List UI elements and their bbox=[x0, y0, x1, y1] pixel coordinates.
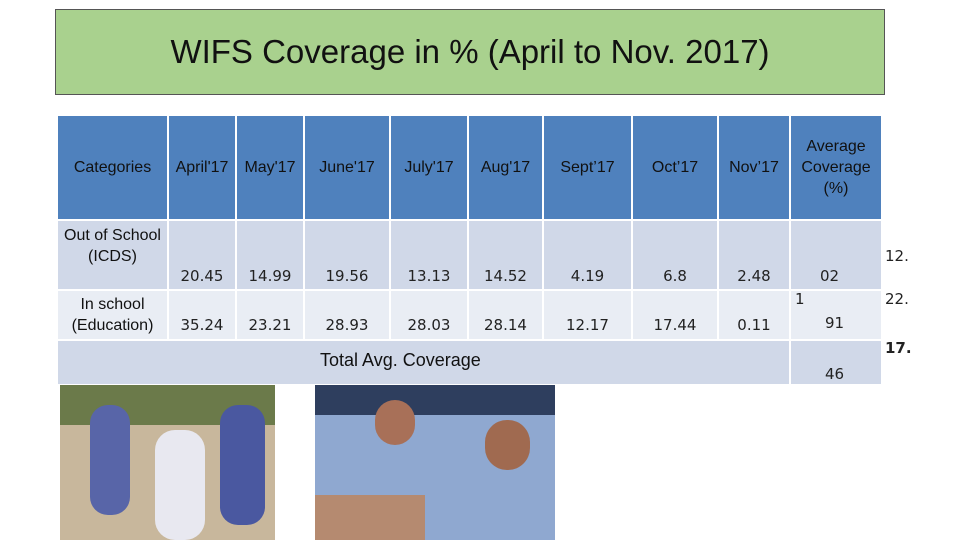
value-cell: 6.8 bbox=[632, 220, 718, 290]
value-cell: 35.24 bbox=[168, 290, 236, 340]
total-label: Total Avg. Coverage bbox=[320, 350, 481, 370]
face bbox=[485, 420, 530, 470]
figure bbox=[155, 430, 205, 540]
header-cell: May'17 bbox=[236, 115, 304, 220]
photo-girls bbox=[60, 385, 275, 540]
header-cell: Aug'17 bbox=[468, 115, 543, 220]
photo-boys bbox=[315, 385, 555, 540]
average-fragment: 12. bbox=[885, 247, 909, 265]
header-cell: July'17 bbox=[390, 115, 468, 220]
value-cell: 14.52 bbox=[468, 220, 543, 290]
average-fragment: 17. bbox=[885, 339, 912, 357]
value-cell: 14.99 bbox=[236, 220, 304, 290]
header-cell: Sept’17 bbox=[543, 115, 632, 220]
total-average-cell bbox=[790, 340, 882, 385]
header-cell: Categories bbox=[57, 115, 168, 220]
value-cell: 0.11 bbox=[718, 290, 790, 340]
average-fragment: 22. bbox=[885, 290, 909, 308]
category-cell: In school (Education) bbox=[57, 290, 168, 340]
category-cell: Out of School (ICDS) bbox=[57, 220, 168, 290]
header-cell: April'17 bbox=[168, 115, 236, 220]
average-fragment: 46 bbox=[825, 365, 845, 383]
average-fragment: 02 bbox=[820, 267, 840, 285]
value-cell: 23.21 bbox=[236, 290, 304, 340]
value-cell: 4.19 bbox=[543, 220, 632, 290]
header-cell: Nov’17 bbox=[718, 115, 790, 220]
title: WIFS Coverage in % (April to Nov. 2017) bbox=[55, 9, 885, 95]
header-cell: Average Coverage (%) bbox=[790, 115, 882, 220]
figure bbox=[220, 405, 265, 525]
average-cell bbox=[790, 290, 882, 340]
value-cell: 12.17 bbox=[543, 290, 632, 340]
average-fragment: 1 bbox=[795, 290, 805, 308]
average-cell bbox=[790, 220, 882, 290]
value-cell: 2.48 bbox=[718, 220, 790, 290]
figure bbox=[90, 405, 130, 515]
value-cell: 28.03 bbox=[390, 290, 468, 340]
total-row bbox=[57, 340, 790, 385]
ground bbox=[315, 495, 425, 540]
photo-bg bbox=[315, 385, 555, 415]
value-cell: 28.14 bbox=[468, 290, 543, 340]
header-cell: Oct’17 bbox=[632, 115, 718, 220]
face bbox=[375, 400, 415, 445]
value-cell: 19.56 bbox=[304, 220, 390, 290]
value-cell: 17.44 bbox=[632, 290, 718, 340]
average-fragment: 91 bbox=[825, 314, 845, 332]
value-cell: 20.45 bbox=[168, 220, 236, 290]
value-cell: 28.93 bbox=[304, 290, 390, 340]
header-cell: June'17 bbox=[304, 115, 390, 220]
value-cell: 13.13 bbox=[390, 220, 468, 290]
